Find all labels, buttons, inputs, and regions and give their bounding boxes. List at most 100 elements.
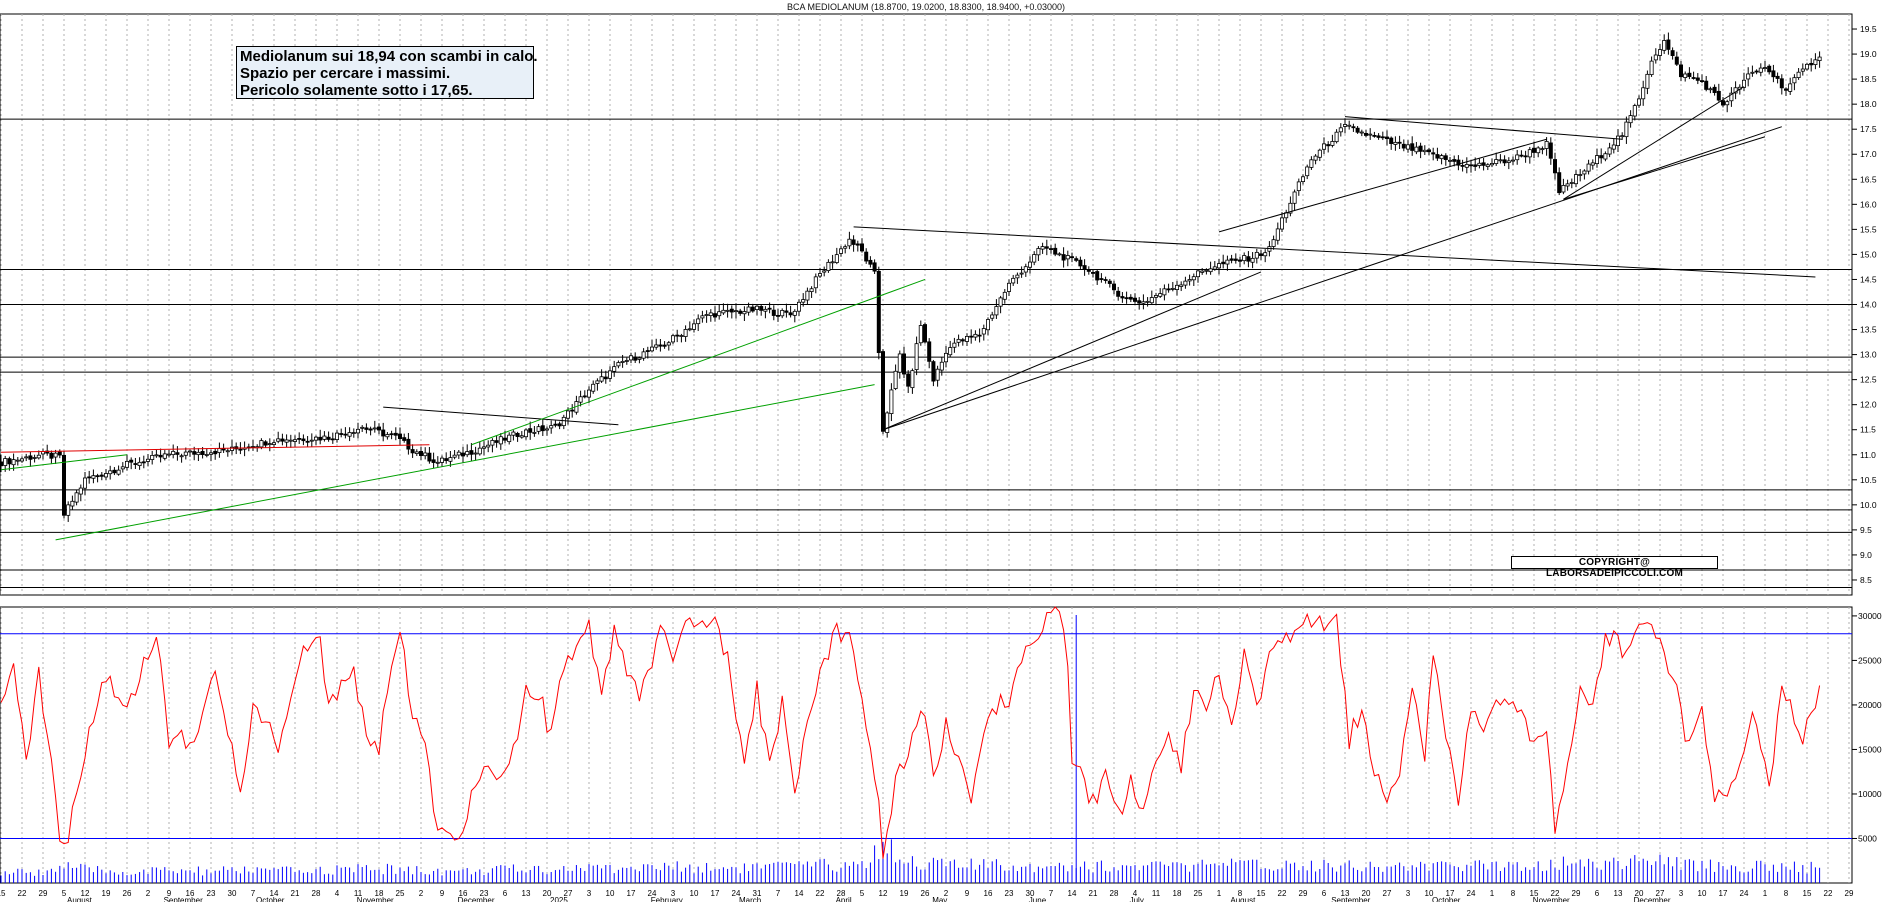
- candle-body: [1448, 159, 1453, 162]
- candle-body: [137, 461, 142, 466]
- candle-body: [1452, 159, 1457, 162]
- x-day-tick: 27: [1656, 889, 1665, 898]
- x-day-tick: 27: [564, 889, 573, 898]
- candle-body: [183, 451, 188, 456]
- candle-body: [860, 243, 865, 252]
- candle-body: [448, 457, 453, 462]
- candle-body: [1225, 259, 1230, 265]
- candle-body: [175, 452, 180, 455]
- x-month-label: February: [651, 896, 683, 902]
- candle-body: [1158, 293, 1163, 297]
- candle-body: [1120, 296, 1125, 299]
- candle-body: [1082, 265, 1087, 270]
- candle-body: [738, 310, 743, 314]
- candle-body: [1095, 271, 1100, 281]
- candle-body: [767, 307, 772, 310]
- candle-body: [893, 370, 898, 389]
- x-day-tick: 17: [711, 889, 720, 898]
- x-day-tick: 26: [921, 889, 930, 898]
- candle-body: [1116, 290, 1121, 297]
- volume-y-tick-label: 10000: [1858, 789, 1882, 799]
- candle-body: [1380, 136, 1385, 139]
- candle-body: [32, 457, 37, 459]
- candle-body: [822, 270, 827, 273]
- candle-body: [1674, 56, 1679, 65]
- x-day-tick: 15: [1803, 889, 1812, 898]
- candle-body: [889, 389, 894, 415]
- candle-body: [1519, 154, 1524, 157]
- candle-body: [612, 366, 617, 372]
- candle-body: [1288, 202, 1293, 214]
- candle-body: [368, 428, 373, 431]
- candle-body: [104, 473, 109, 478]
- candle-body: [721, 309, 726, 314]
- candle-body: [1813, 59, 1818, 65]
- candle-body: [1767, 65, 1772, 73]
- x-day-tick: 28: [837, 889, 846, 898]
- candle-body: [1653, 54, 1658, 61]
- candle-body: [939, 361, 944, 371]
- candle-body: [1032, 254, 1037, 263]
- candle-body: [1389, 137, 1394, 144]
- candle-body: [1250, 257, 1255, 263]
- candle-body: [1490, 163, 1495, 166]
- candle-body: [1271, 239, 1276, 247]
- candle-body: [994, 306, 999, 316]
- candle-body: [641, 351, 646, 359]
- candle-body: [1385, 136, 1390, 140]
- candle-body: [1040, 246, 1045, 250]
- candle-body: [372, 427, 377, 430]
- x-day-tick: 30: [228, 889, 237, 898]
- candle-body: [566, 410, 571, 419]
- candle-body: [780, 310, 785, 317]
- candle-body: [524, 429, 529, 438]
- candle-body: [1166, 288, 1171, 291]
- x-day-tick: 8: [1238, 889, 1243, 898]
- x-day-tick: 21: [1089, 889, 1098, 898]
- candle-body: [956, 338, 961, 343]
- candle-body: [885, 412, 890, 433]
- candle-body: [397, 433, 402, 439]
- candle-body: [1233, 258, 1238, 261]
- candle-body: [986, 319, 991, 331]
- x-day-tick: 29: [1299, 889, 1308, 898]
- candle-body: [582, 395, 587, 398]
- x-day-tick: 12: [879, 889, 888, 898]
- y-tick-label: 10.5: [1860, 475, 1877, 485]
- candle-body: [1649, 60, 1654, 75]
- candle-body: [423, 452, 428, 457]
- x-day-tick: 25: [1194, 889, 1203, 898]
- candle-body: [1700, 80, 1705, 83]
- candle-body: [1372, 134, 1377, 137]
- candle-body: [1099, 278, 1104, 280]
- candle-body: [1561, 185, 1566, 193]
- candle-body: [305, 440, 310, 443]
- x-day-tick: 20: [1362, 889, 1371, 898]
- candle-body: [129, 459, 134, 463]
- candle-body: [1170, 287, 1175, 290]
- candle-body: [868, 259, 873, 265]
- x-day-tick: 3: [671, 889, 676, 898]
- candle-body: [599, 376, 604, 382]
- y-tick-label: 15.5: [1860, 224, 1877, 234]
- candle-body: [1721, 100, 1726, 106]
- candle-body: [481, 446, 486, 449]
- x-day-tick: 2: [146, 889, 151, 898]
- candle-body: [393, 432, 398, 436]
- candle-body: [1023, 266, 1028, 273]
- volume-y-tick-label: 20000: [1858, 700, 1882, 710]
- candle-body: [952, 342, 957, 348]
- trendline-black: [1563, 136, 1766, 200]
- candle-body: [435, 461, 440, 464]
- candle-body: [578, 396, 583, 403]
- candle-body: [1536, 147, 1541, 154]
- candle-body: [1246, 256, 1251, 262]
- candle-body: [1712, 86, 1717, 93]
- candle-body: [141, 461, 146, 464]
- x-day-tick: 6: [503, 889, 508, 898]
- x-day-tick: 13: [1341, 889, 1350, 898]
- candle-body: [225, 450, 230, 453]
- candle-body: [1595, 155, 1600, 165]
- candle-body: [313, 436, 318, 441]
- y-tick-label: 14.0: [1860, 300, 1877, 310]
